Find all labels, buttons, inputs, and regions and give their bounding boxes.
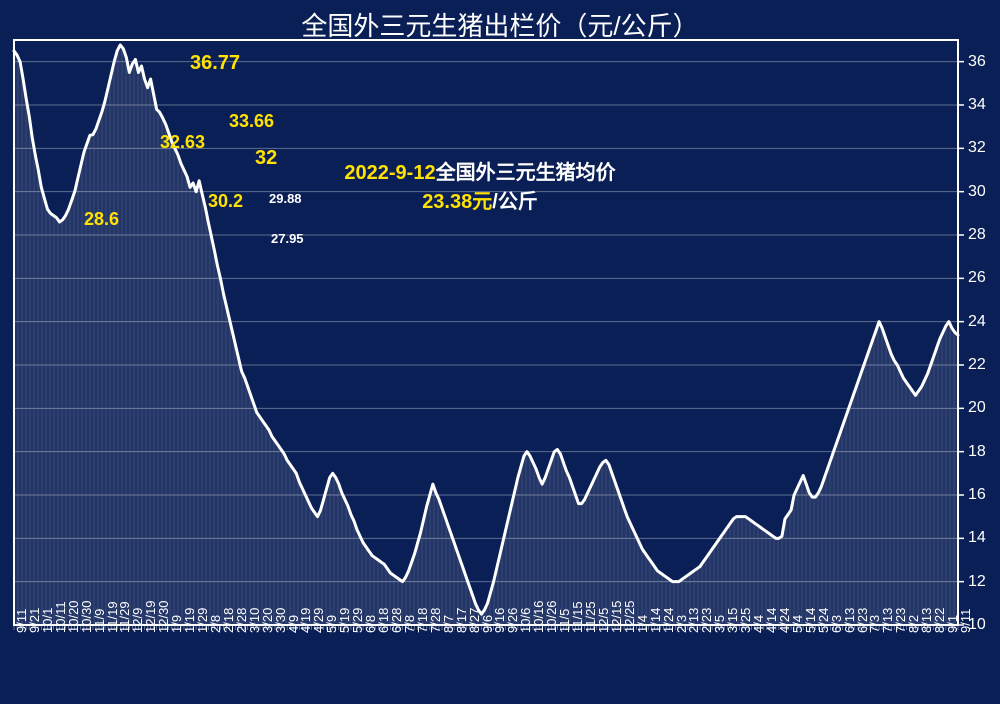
y-tick-label: 34: [968, 96, 986, 114]
y-tick-label: 30: [968, 183, 986, 201]
chart-frame: 全国外三元生猪出栏价（元/公斤） 绘制：猪友巴巴 101214161820222…: [0, 0, 1000, 704]
y-tick-label: 22: [968, 356, 986, 374]
center-line2: 23.38元/公斤: [344, 185, 615, 214]
y-tick-label: 18: [968, 443, 986, 461]
y-tick-label: 28: [968, 226, 986, 244]
center-line1-date: 2022-9-12: [344, 162, 435, 184]
y-tick-label: 20: [968, 399, 986, 417]
center-line2-unit: 公斤: [498, 191, 538, 213]
point-annotation: 28.6: [84, 209, 119, 230]
y-tick-label: 14: [968, 529, 986, 547]
point-annotation: 33.66: [229, 111, 274, 132]
point-annotation: 29.88: [269, 191, 302, 206]
y-tick-label: 32: [968, 139, 986, 157]
center-line2-yuan: 元: [472, 191, 492, 213]
plot-svg: [0, 0, 1000, 704]
center-line2-val: 23.38: [422, 191, 472, 213]
y-tick-label: 36: [968, 53, 986, 71]
point-annotation: 30.2: [208, 191, 243, 212]
y-tick-label: 16: [968, 486, 986, 504]
center-callout: 2022-9-12全国外三元生猪均价 23.38元/公斤: [344, 156, 615, 214]
point-annotation: 36.77: [190, 52, 240, 75]
x-tick-label: 9/11: [958, 609, 973, 633]
y-tick-label: 26: [968, 269, 986, 287]
point-annotation: 27.95: [271, 231, 304, 246]
y-tick-label: 24: [968, 313, 986, 331]
point-annotation: 32.63: [160, 132, 205, 153]
center-line1: 2022-9-12全国外三元生猪均价: [344, 156, 615, 185]
center-line1-rest: 全国外三元生猪均价: [436, 162, 616, 184]
point-annotation: 32: [255, 147, 277, 170]
y-tick-label: 12: [968, 573, 986, 591]
